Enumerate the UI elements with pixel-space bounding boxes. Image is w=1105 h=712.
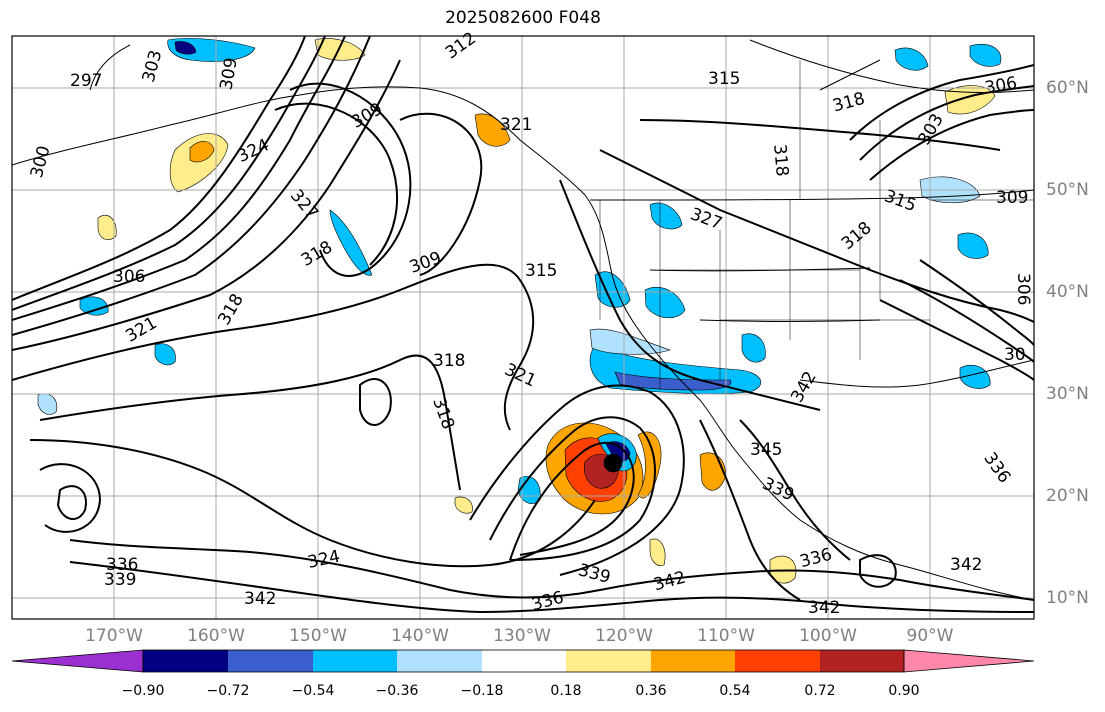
- contour-label: 309: [996, 188, 1028, 208]
- contour-label: 336: [106, 555, 138, 575]
- contour-label: 306: [113, 267, 145, 287]
- contour-label: 315: [708, 69, 740, 89]
- lon-label: 100°W: [799, 626, 857, 646]
- colorbar-tick-label: −0.36: [375, 683, 419, 699]
- lon-label: 150°W: [289, 626, 347, 646]
- contour-label: 345: [750, 440, 782, 460]
- lon-label: 110°W: [697, 626, 755, 646]
- warm-spot-mex-pacific: [649, 538, 666, 566]
- cold-spot-pacific-west: [154, 343, 176, 366]
- colorbar-frame: [142, 649, 905, 673]
- warm-spot-south-pacific: [454, 496, 473, 514]
- cold-spot-arctic-core: [174, 41, 197, 55]
- warm-spot-arctic: [314, 38, 366, 61]
- colorbar-swatch: [397, 650, 482, 672]
- lon-label: 90°W: [906, 626, 954, 646]
- colorbar-swatch: [651, 650, 735, 672]
- colorbar-tick-label: 0.36: [635, 683, 667, 699]
- warm-spot-subtropic: [97, 214, 117, 240]
- lon-label: 170°W: [85, 626, 143, 646]
- colorbar-tick-label: −0.90: [121, 683, 165, 699]
- colorbar-swatch: [313, 650, 397, 672]
- lon-label: 120°W: [595, 626, 653, 646]
- lat-label: 20°N: [1046, 486, 1089, 506]
- colorbar-swatch: [566, 650, 651, 672]
- lat-label: 40°N: [1046, 282, 1089, 302]
- cyclone-eye: [603, 453, 623, 473]
- colorbar-swatch: [482, 650, 566, 672]
- colorbar-swatch: [735, 650, 820, 672]
- lat-label: 30°N: [1046, 384, 1089, 404]
- contour-label: 321: [500, 115, 532, 135]
- political-borders: [599, 60, 1034, 390]
- cold-spot-texas: [741, 333, 766, 363]
- cold-spot-hudson-upper: [894, 47, 929, 71]
- colorbar-tick-label: 0.54: [719, 683, 751, 699]
- warm-spot-alaska-coast: [474, 113, 511, 147]
- colorbar-swatch: [143, 650, 228, 672]
- contour-label: 318: [433, 351, 465, 371]
- colorbar-tick-label: −0.18: [460, 683, 504, 699]
- lon-label: 140°W: [391, 626, 449, 646]
- contour-label: 342: [244, 589, 276, 609]
- colorbar-tick-label: 0.72: [804, 683, 836, 699]
- lon-label: 160°W: [187, 626, 245, 646]
- cold-spot-quebec: [969, 44, 1002, 67]
- contour-label: 315: [525, 261, 557, 281]
- contour-label: 318: [769, 143, 792, 177]
- contour-label: 30: [1004, 345, 1026, 365]
- contour-label: 342: [950, 555, 982, 575]
- colorbar-swatch: [228, 650, 313, 672]
- graticule: [12, 36, 1034, 619]
- warm-spot-bering-core: [189, 141, 215, 163]
- contour-label: 297: [70, 71, 102, 91]
- lat-label: 10°N: [1046, 588, 1089, 608]
- colorbar-extend-right: [903, 649, 1035, 673]
- cold-spot-west-pacific: [79, 296, 109, 316]
- contour-label: 306: [1013, 273, 1033, 305]
- colorbar-tick-label: 0.18: [550, 683, 582, 699]
- map-title: 2025082600 F048: [445, 8, 601, 28]
- colorbar-tick-label: −0.72: [206, 683, 250, 699]
- colorbar-tick-label: −0.54: [291, 683, 335, 699]
- colorbar: [11, 649, 1035, 673]
- cold-band-gulf-light: [589, 328, 671, 355]
- lat-label: 60°N: [1046, 78, 1089, 98]
- cold-spot-great-lakes: [957, 232, 989, 259]
- cold-spot-great-basin: [594, 271, 631, 308]
- cold-spot-montana: [649, 202, 683, 230]
- cold-spot-gulf-coast: [959, 364, 991, 389]
- contour-label: 342: [808, 598, 840, 618]
- colorbar-tick-label: 0.90: [888, 683, 920, 699]
- colorbar-swatch: [820, 650, 904, 672]
- colorbar-extend-left: [11, 649, 144, 673]
- lon-label: 130°W: [493, 626, 551, 646]
- map-frame: [11, 35, 1035, 620]
- theta-contours: [12, 36, 1034, 614]
- lat-label: 50°N: [1046, 180, 1089, 200]
- contour-label: 339: [104, 570, 136, 590]
- cold-band-aleutian: [329, 209, 373, 276]
